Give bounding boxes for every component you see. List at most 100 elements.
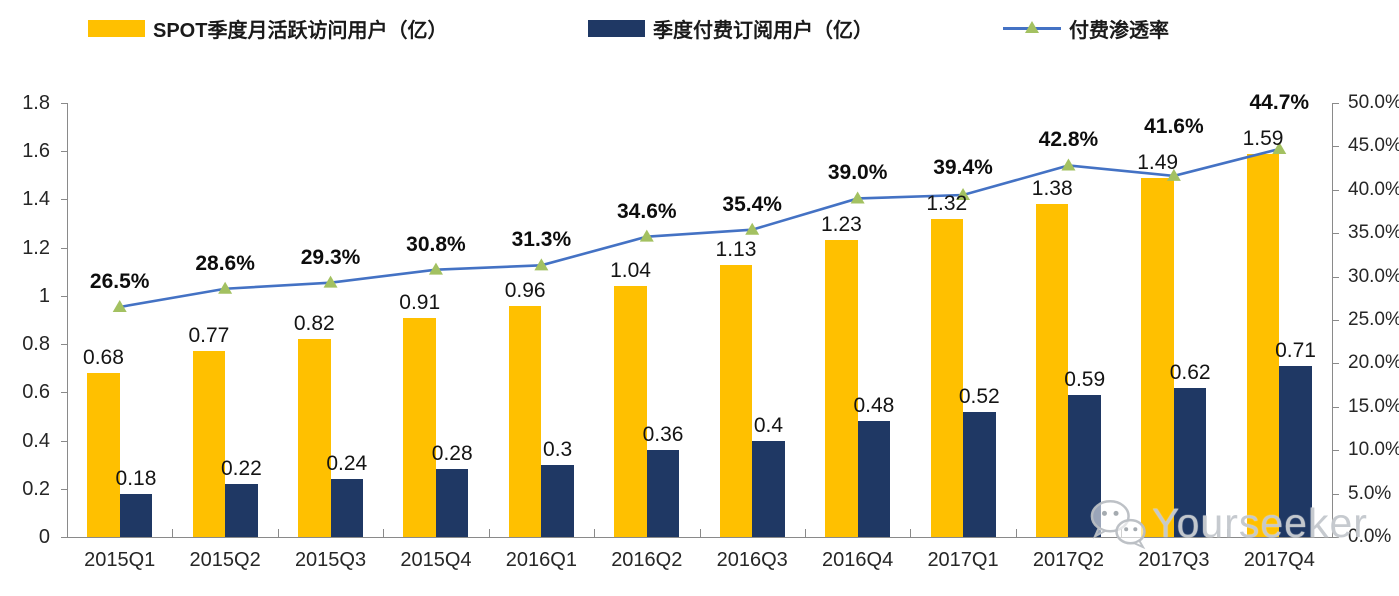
bar-sub xyxy=(435,469,469,537)
bar-mau xyxy=(508,305,542,537)
x-axis-category-label: 2015Q1 xyxy=(84,549,156,571)
left-axis-tick xyxy=(61,392,67,394)
legend-swatch-icon xyxy=(88,19,145,37)
right-axis-tick xyxy=(1333,146,1339,148)
x-axis-category-label: 2015Q3 xyxy=(294,549,367,571)
bar-mau xyxy=(1141,177,1174,537)
left-axis-tick xyxy=(61,151,67,153)
x-axis-tick xyxy=(1332,529,1333,537)
bar-sub xyxy=(119,493,153,537)
x-axis-category-label: 2016Q1 xyxy=(505,549,577,571)
bar-sub xyxy=(646,450,680,537)
x-axis-category-label: 2017Q4 xyxy=(1243,549,1315,571)
watermark: Yourseeker xyxy=(1086,496,1368,550)
right-axis-tick-label: 5.0% xyxy=(1348,482,1392,504)
left-axis-tick xyxy=(61,344,67,346)
right-axis-tick-label: 15.0% xyxy=(1348,395,1399,417)
right-axis-tick xyxy=(1333,450,1339,452)
x-axis-category-label: 2015Q2 xyxy=(189,549,261,571)
x-axis-category-label: 2016Q2 xyxy=(611,549,683,571)
watermark-text: Yourseeker xyxy=(1152,500,1368,546)
bar-mau xyxy=(403,317,436,537)
bar-sub xyxy=(330,479,364,537)
left-axis-tick-label: 1.8 xyxy=(22,92,50,114)
bar-sub xyxy=(1279,365,1312,537)
x-axis-tick xyxy=(594,529,596,537)
x-axis-category-label: 2015Q4 xyxy=(400,549,472,571)
bar-mau xyxy=(192,351,226,537)
x-axis-category-label: 2017Q3 xyxy=(1138,549,1210,571)
x-axis-category-label: 2016Q4 xyxy=(822,549,894,571)
left-axis-tick xyxy=(61,295,67,297)
bar-mau xyxy=(1035,204,1069,537)
legend-item-1: SPOT季度月活跃访问用户（亿） xyxy=(88,16,448,42)
x-axis-tick xyxy=(172,529,174,537)
right-axis-tick-label: 10.0% xyxy=(1348,439,1399,461)
bar-mau xyxy=(930,218,964,537)
legend-line-marker xyxy=(1025,21,1039,33)
left-axis-tick xyxy=(61,247,67,249)
right-axis-tick xyxy=(1333,493,1339,495)
x-axis-tick xyxy=(910,529,912,537)
left-axis-tick xyxy=(61,488,67,490)
right-axis-tick-label: 20.0% xyxy=(1348,352,1399,374)
bar-mau xyxy=(614,286,647,537)
legend-line-icon xyxy=(1003,19,1061,37)
x-axis-tick xyxy=(383,529,385,537)
bar-mau xyxy=(719,264,753,537)
legend-swatch-icon xyxy=(588,19,645,37)
left-axis-tick-label: 0.2 xyxy=(22,477,50,500)
legend-item-3: 付费渗透率 xyxy=(1003,16,1169,42)
left-axis-tick-label: 0 xyxy=(38,526,50,548)
bar-mau xyxy=(825,240,858,537)
left-axis-tick-label: 0.8 xyxy=(22,333,50,356)
x-axis-tick xyxy=(1226,529,1228,537)
right-axis-tick xyxy=(1333,363,1339,365)
left-axis-tick xyxy=(61,103,67,104)
left-axis-tick-label: 1.6 xyxy=(22,140,50,163)
right-axis-tick-label: 0.0% xyxy=(1348,526,1392,547)
left-axis-tick xyxy=(61,440,67,442)
left-axis-tick xyxy=(61,199,67,201)
x-axis-tick xyxy=(1015,529,1017,537)
right-axis-tick-label: 50.0% xyxy=(1348,92,1399,113)
right-axis-tick-label: 30.0% xyxy=(1348,265,1399,287)
x-axis-category-label: 2017Q1 xyxy=(927,549,999,571)
right-axis-tick xyxy=(1333,276,1339,278)
x-axis-category-label: 2016Q3 xyxy=(716,549,788,571)
left-axis-tick-label: 1.2 xyxy=(22,236,50,259)
x-axis-tick xyxy=(277,529,279,537)
bar-mau xyxy=(87,373,120,537)
x-axis-tick xyxy=(699,529,701,537)
right-axis-tick-label: 35.0% xyxy=(1348,222,1399,244)
bar-mau xyxy=(298,339,331,537)
right-axis-tick xyxy=(1333,406,1339,408)
left-axis-tick xyxy=(61,537,67,538)
bar-mau xyxy=(1246,153,1280,537)
left-axis-tick-label: 0.4 xyxy=(22,429,50,452)
right-axis-tick xyxy=(1333,233,1339,235)
right-axis-tick-label: 45.0% xyxy=(1348,135,1399,157)
bottom-axis-line xyxy=(67,537,1336,538)
bar-sub xyxy=(857,421,891,537)
right-axis-tick xyxy=(1333,103,1339,104)
x-axis-tick xyxy=(804,529,806,537)
right-axis-tick xyxy=(1333,537,1339,538)
right-axis-tick-label: 40.0% xyxy=(1348,178,1399,200)
legend-label: 付费渗透率 xyxy=(1069,19,1169,42)
x-axis-tick xyxy=(488,529,490,537)
left-axis-tick-label: 1.4 xyxy=(22,188,50,211)
legend-label: SPOT季度月活跃访问用户（亿） xyxy=(153,19,448,42)
x-axis-category-label: 2017Q2 xyxy=(1032,549,1105,571)
wechat-icon xyxy=(1090,500,1146,550)
left-axis-tick-label: 0.6 xyxy=(22,381,50,404)
right-axis-tick xyxy=(1333,189,1339,191)
legend-label: 季度付费订阅用户（亿） xyxy=(653,19,873,42)
legend-item-2: 季度付费订阅用户（亿） xyxy=(588,16,873,42)
left-axis-line xyxy=(67,103,68,537)
bar-sub xyxy=(1173,387,1207,537)
bar-sub xyxy=(963,411,996,537)
x-axis-tick xyxy=(67,529,68,537)
bar-sub xyxy=(225,483,258,537)
